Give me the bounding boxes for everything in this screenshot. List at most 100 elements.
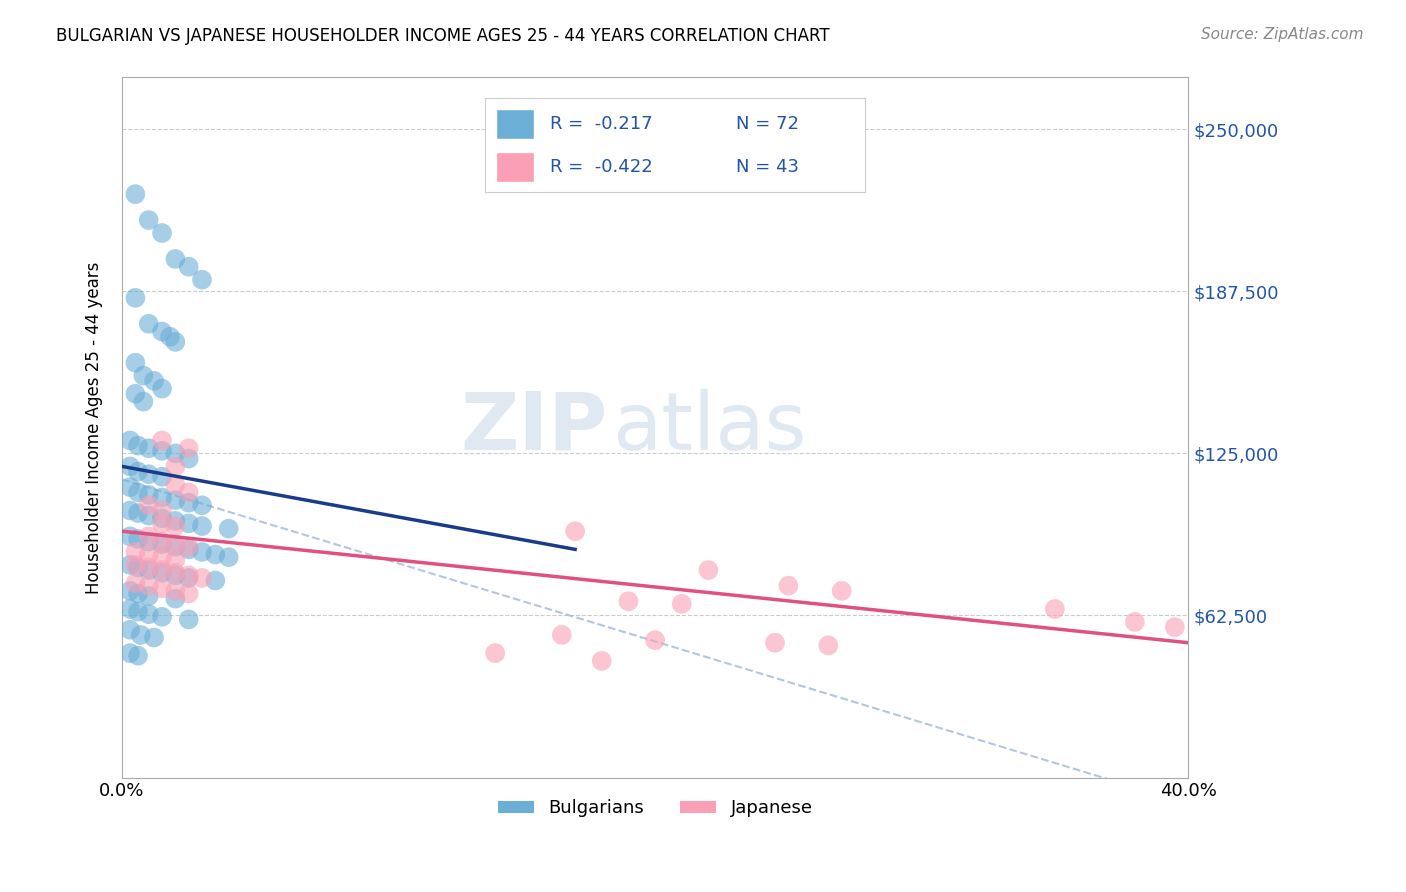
Point <box>138 317 160 331</box>
Point <box>1043 602 1066 616</box>
Point <box>127 560 149 574</box>
Point <box>143 374 166 388</box>
Point <box>118 623 141 637</box>
Text: ZIP: ZIP <box>460 389 607 467</box>
Point <box>138 508 160 523</box>
Point <box>150 550 173 565</box>
Point <box>165 519 187 533</box>
Text: atlas: atlas <box>613 389 807 467</box>
Point <box>138 488 160 502</box>
Point <box>138 498 160 512</box>
Text: Source: ZipAtlas.com: Source: ZipAtlas.com <box>1201 27 1364 42</box>
Point <box>177 451 200 466</box>
Point <box>165 514 187 528</box>
Point <box>150 503 173 517</box>
Point <box>138 442 160 456</box>
Point <box>177 571 200 585</box>
Point <box>150 382 173 396</box>
Point <box>177 612 200 626</box>
Point <box>165 446 187 460</box>
Point <box>165 459 187 474</box>
Point <box>129 628 152 642</box>
Point <box>150 566 173 580</box>
Point <box>127 485 149 500</box>
Point <box>671 597 693 611</box>
Point <box>218 522 240 536</box>
Point <box>150 516 173 531</box>
Text: N = 72: N = 72 <box>735 115 799 133</box>
Point <box>191 545 214 559</box>
Y-axis label: Householder Income Ages 25 - 44 years: Householder Income Ages 25 - 44 years <box>86 261 103 594</box>
Point <box>118 480 141 494</box>
Point <box>118 459 141 474</box>
Point <box>778 579 800 593</box>
Point <box>150 534 173 549</box>
Point <box>165 493 187 508</box>
Point <box>138 563 160 577</box>
Point <box>177 442 200 456</box>
Point <box>127 506 149 520</box>
Point <box>127 532 149 546</box>
Point <box>143 631 166 645</box>
Point <box>150 563 173 577</box>
Point <box>124 187 146 202</box>
Point <box>1164 620 1187 634</box>
Text: R =  -0.217: R = -0.217 <box>550 115 652 133</box>
Point <box>150 325 173 339</box>
Point <box>831 583 853 598</box>
Point <box>127 465 149 479</box>
Point <box>150 537 173 551</box>
Point <box>204 548 226 562</box>
Point <box>484 646 506 660</box>
Point <box>138 467 160 482</box>
Point <box>124 356 146 370</box>
Point <box>127 439 149 453</box>
Point <box>150 434 173 448</box>
Point <box>617 594 640 608</box>
Point <box>177 542 200 557</box>
FancyBboxPatch shape <box>496 153 534 183</box>
Point <box>138 589 160 603</box>
Point <box>191 519 214 533</box>
Point <box>118 503 141 517</box>
Point <box>138 548 160 562</box>
Point <box>1123 615 1146 629</box>
Point <box>124 576 146 591</box>
Point <box>118 646 141 660</box>
Point <box>118 602 141 616</box>
Point <box>165 591 187 606</box>
Point <box>591 654 613 668</box>
Point <box>191 273 214 287</box>
Point <box>177 568 200 582</box>
Point <box>127 586 149 600</box>
Point <box>159 330 181 344</box>
Point <box>127 648 149 663</box>
Point <box>138 213 160 227</box>
Point <box>177 485 200 500</box>
Point <box>150 511 173 525</box>
Point <box>165 537 187 551</box>
Point <box>177 516 200 531</box>
Point <box>763 636 786 650</box>
Point <box>132 394 155 409</box>
Point <box>644 633 666 648</box>
Point <box>132 368 155 383</box>
Point <box>150 226 173 240</box>
FancyBboxPatch shape <box>496 110 534 139</box>
Point <box>124 291 146 305</box>
Point <box>817 638 839 652</box>
Point <box>138 534 160 549</box>
Point <box>150 443 173 458</box>
Point <box>177 496 200 510</box>
Point <box>150 609 173 624</box>
Point <box>118 583 141 598</box>
Point <box>165 568 187 582</box>
Point <box>177 586 200 600</box>
Point <box>564 524 586 539</box>
Text: BULGARIAN VS JAPANESE HOUSEHOLDER INCOME AGES 25 - 44 YEARS CORRELATION CHART: BULGARIAN VS JAPANESE HOUSEHOLDER INCOME… <box>56 27 830 45</box>
Point <box>697 563 720 577</box>
Point <box>150 581 173 595</box>
Point <box>165 252 187 266</box>
Point <box>150 491 173 505</box>
Point <box>204 574 226 588</box>
